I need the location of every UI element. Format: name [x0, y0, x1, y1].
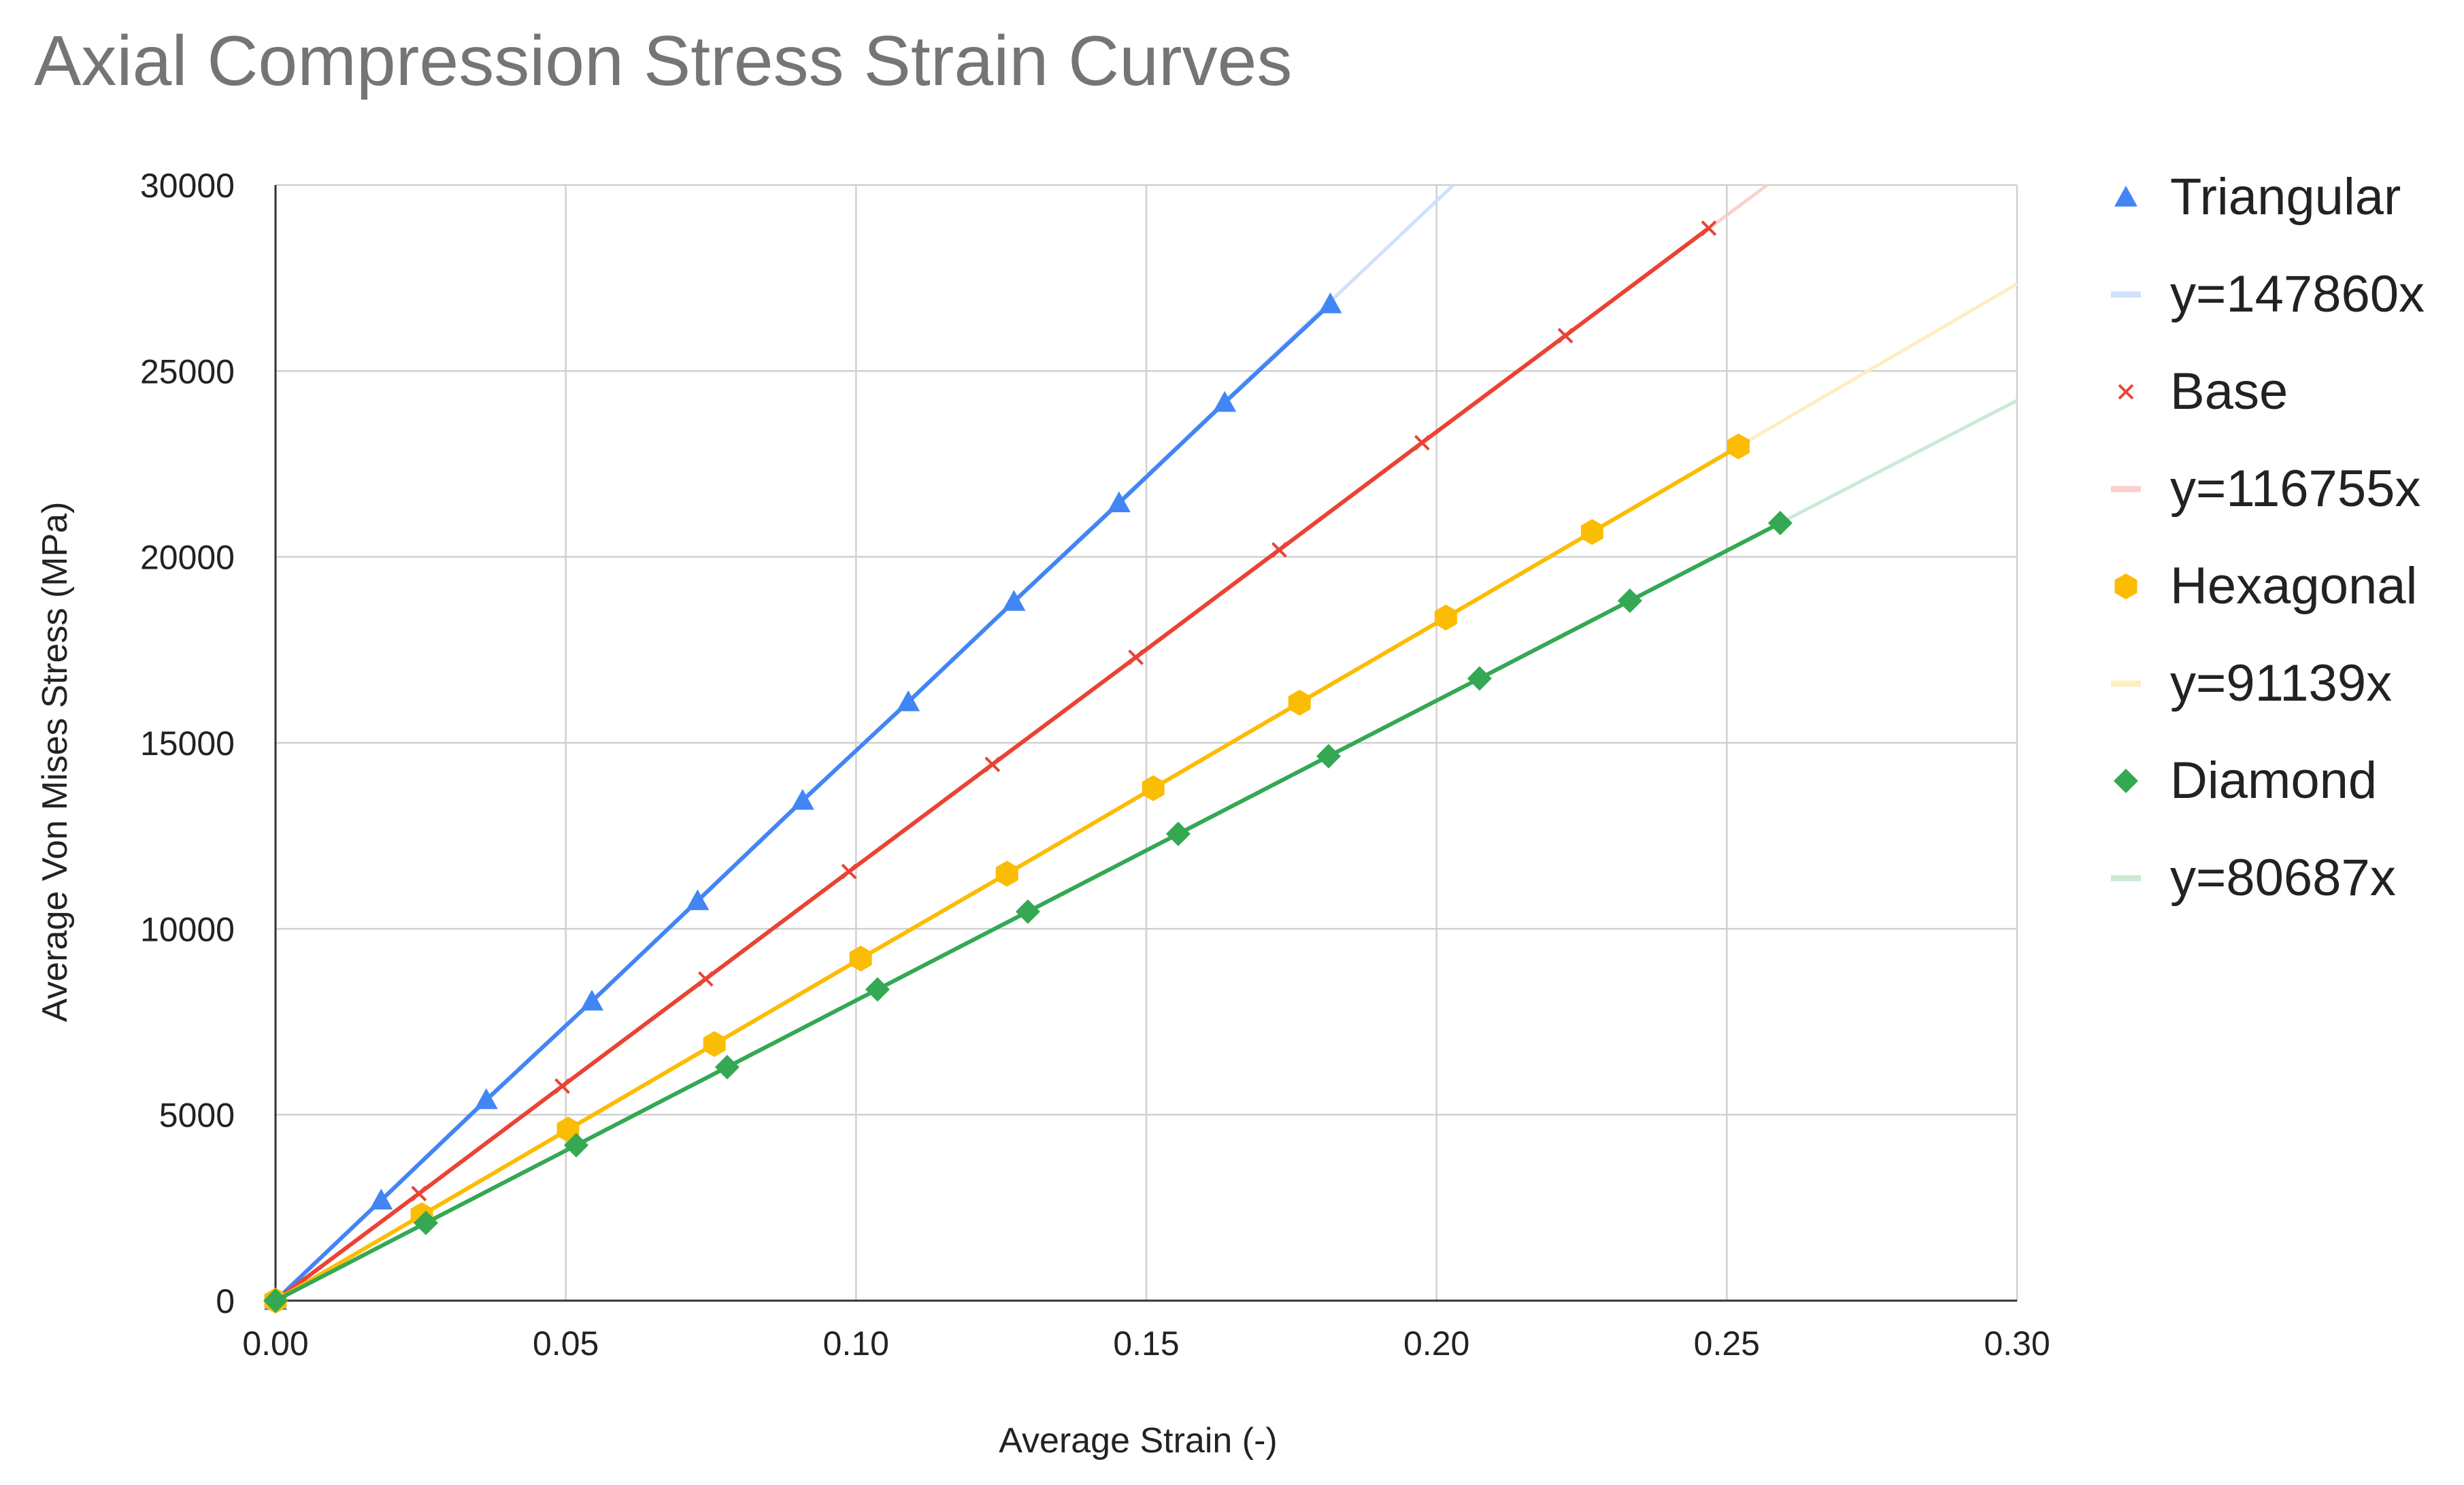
data-point-base [1271, 541, 1287, 558]
data-point-triangular [897, 690, 920, 712]
y-tick-label: 20000 [140, 539, 235, 577]
data-point-diamond [714, 1054, 739, 1080]
legend-marker-hexagonal [2114, 573, 2137, 599]
x-tick-label: 0.25 [1694, 1324, 1760, 1363]
data-point-triangular [1107, 491, 1131, 512]
legend-trendline-label-triangular: y=147860x [2170, 265, 2425, 323]
x-tick-label: 0.30 [1984, 1324, 2050, 1363]
legend-marker-diamond [2114, 769, 2138, 793]
data-point-triangular [790, 788, 814, 810]
data-point-diamond [414, 1210, 439, 1235]
y-axis-label: Average Von Mises Stress (MPa) [35, 502, 75, 1022]
data-point-base [1128, 649, 1144, 665]
data-point-diamond [1467, 666, 1492, 691]
data-point-triangular [1318, 292, 1342, 314]
axes [274, 185, 2017, 1302]
legend-label-hexagonal: Hexagonal [2170, 557, 2417, 615]
data-point-hexagonal [703, 1031, 726, 1057]
x-tick-label: 0.00 [242, 1324, 308, 1363]
legend-trendline-label-base: y=116755x [2170, 460, 2420, 518]
series [263, 220, 1793, 1314]
tick-labels: 0.00 0.05 0.10 0.15 0.20 0.25 0.30 0 5000 10000 15… [140, 167, 2050, 1363]
data-point-hexagonal [849, 946, 872, 972]
legend-trendline-label-hexagonal: y=91139x [2170, 654, 2392, 712]
data-point-triangular [369, 1188, 393, 1209]
data-point-base [984, 756, 1001, 773]
data-point-diamond [1015, 899, 1040, 924]
data-point-base [841, 863, 857, 880]
data-point-hexagonal [1727, 433, 1750, 460]
data-point-triangular [1002, 590, 1026, 611]
x-tick-label: 0.15 [1113, 1324, 1179, 1363]
legend-label-triangular: Triangular [2170, 168, 2401, 226]
data-point-hexagonal [1288, 690, 1311, 716]
data-point-triangular [1213, 390, 1237, 412]
data-point-diamond [1767, 510, 1793, 535]
data-point-base [1701, 220, 1717, 236]
legend-label-diamond: Diamond [2170, 752, 2377, 810]
data-point-triangular [474, 1088, 498, 1109]
data-point-hexagonal [995, 861, 1018, 887]
data-point-base [1557, 327, 1574, 344]
data-point-hexagonal [1142, 775, 1165, 801]
x-axis-label: Average Strain (-) [999, 1421, 1277, 1461]
y-tick-label: 15000 [140, 724, 235, 763]
data-point-diamond [865, 977, 890, 1002]
data-point-diamond [263, 1288, 288, 1313]
data-point-base [411, 1186, 427, 1201]
y-tick-label: 30000 [140, 167, 235, 205]
data-point-diamond [1165, 821, 1191, 846]
data-point-base [554, 1078, 570, 1094]
chart-title: Axial Compression Stress Strain Curves [34, 22, 1293, 101]
data-point-base [1414, 435, 1430, 451]
data-point-hexagonal [1580, 519, 1603, 545]
y-tick-label: 5000 [159, 1097, 235, 1135]
legend-label-base: Base [2170, 363, 2288, 420]
legend-marker-base [2118, 384, 2134, 400]
data-point-triangular [580, 989, 604, 1011]
legend-marker-triangular [2114, 186, 2137, 207]
grid [276, 184, 2018, 1301]
data-point-diamond [564, 1133, 589, 1158]
y-tick-label: 25000 [140, 352, 235, 390]
y-tick-label: 0 [216, 1282, 235, 1320]
y-tick-label: 10000 [140, 910, 235, 948]
x-tick-label: 0.20 [1403, 1324, 1469, 1363]
data-point-hexagonal [1434, 604, 1457, 631]
x-tick-label: 0.10 [823, 1324, 889, 1363]
data-point-triangular [686, 889, 710, 910]
x-tick-label: 0.05 [533, 1324, 599, 1363]
data-point-diamond [1617, 588, 1642, 614]
data-point-diamond [1316, 744, 1341, 769]
legend-trendline-label-diamond: y=80687x [2170, 849, 2396, 907]
legend: Triangular y=147860x Base y=116755x Hexagona… [2111, 168, 2425, 907]
data-point-base [697, 971, 714, 987]
